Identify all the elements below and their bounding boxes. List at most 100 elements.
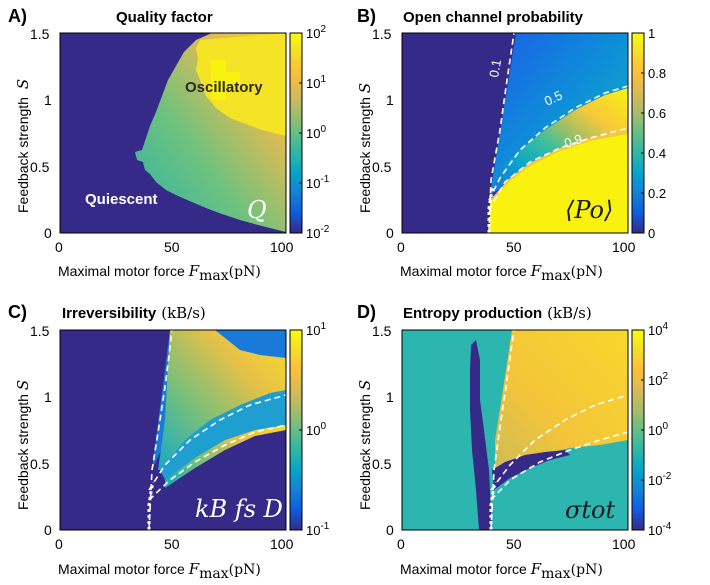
panel-letter-b: B) — [357, 6, 376, 26]
x-tick-label: 100 — [270, 239, 294, 255]
contour-d-3 — [490, 431, 629, 501]
plot-frame-b — [401, 32, 629, 234]
contour-0.5-b — [488, 85, 629, 201]
contour-0.9-b — [488, 127, 629, 211]
x-tick-label: 50 — [506, 536, 522, 552]
panel-d: D) Entropy production (kB/s) σtot 1.5 1 0… — [356, 302, 672, 582]
x-ticks-b: 0 50 100 — [397, 239, 636, 255]
colorbar-tick-label: 0.4 — [648, 146, 666, 161]
y-ticks-b: 1.5 1 0.5 0 — [372, 26, 394, 241]
plot-frame-c — [59, 329, 287, 531]
contour-c-1 — [148, 329, 173, 531]
y-axis-label-b: Feedback strength S — [356, 83, 374, 213]
colorbar-ticks-d: 10-4 10-2 100 102 104 — [641, 321, 672, 538]
y-ticks-a: 1.5 1 0.5 0 — [30, 26, 52, 241]
colorbar-tick-label: 0.6 — [648, 106, 666, 121]
plot-frame-a — [59, 32, 287, 234]
panel-letter-d: D) — [357, 302, 376, 322]
panel-letter-a: A) — [8, 6, 27, 26]
colorbar-ticks-b: 0 0.2 0.4 0.6 0.8 1 — [641, 26, 666, 241]
x-tick-label: 50 — [506, 239, 522, 255]
y-tick-label: 0 — [44, 522, 52, 538]
colorbar-tick-label: 0 — [648, 226, 655, 241]
plot-frame-d — [401, 329, 629, 531]
panel-letter-c: C) — [8, 302, 27, 322]
panel-title-b: Open channel probability — [403, 9, 584, 26]
x-tick-label: 50 — [164, 536, 180, 552]
y-axis-label-a: Feedback strength S — [14, 79, 32, 213]
label-oscillatory: Oscillatory — [185, 79, 263, 96]
contour-label-0.1: 0.1 — [486, 58, 504, 78]
contour-label-0.5: 0.5 — [542, 87, 565, 108]
heatmap-a: Oscillatory Quiescent Q — [60, 33, 286, 233]
heatmap-b: 0.1 0.5 0.9 ⟨Po⟩ — [402, 32, 629, 234]
colorbar-tick-label: 100 — [648, 421, 668, 438]
x-axis-label-a: Maximal motor force Fmax(pN) — [58, 262, 261, 284]
y-tick-label: 1 — [44, 92, 52, 108]
x-axis-label-d: Maximal motor force Fmax(pN) — [400, 560, 603, 582]
colorbar-b — [631, 32, 645, 234]
symbol-a: Q — [247, 196, 267, 224]
y-tick-label: 1.5 — [372, 26, 392, 42]
y-tick-label: 1 — [44, 389, 52, 405]
region-pixel-edge-a — [210, 60, 240, 100]
panel-title-a: Quality factor — [116, 9, 213, 26]
x-axis-label-b: Maximal motor force Fmax(pN) — [400, 262, 603, 284]
region-dark-streak-d — [470, 340, 492, 530]
x-ticks-d: 0 50 100 — [397, 536, 636, 552]
colorbar-tick-label: 1 — [648, 26, 655, 41]
heatmap-c: kB fs D — [60, 329, 287, 531]
contour-c-3 — [148, 424, 287, 501]
boundary-stairs-d — [489, 481, 497, 530]
symbol-c: kB fs D — [195, 495, 283, 523]
x-ticks-a: 0 50 100 — [55, 239, 294, 255]
x-tick-label: 0 — [55, 536, 63, 552]
x-tick-label: 100 — [612, 239, 636, 255]
colorbar-ticks-a: 10-2 10-1 100 101 102 — [299, 24, 330, 241]
region-open-b — [490, 134, 628, 233]
region-dark-tail-d — [492, 450, 570, 490]
x-axis-label-c: Maximal motor force Fmax(pN) — [58, 560, 261, 582]
y-tick-label: 1.5 — [30, 26, 50, 42]
panel-b: B) Open channel probability 0.1 0.5 0.9 … — [356, 6, 666, 284]
y-tick-label: 1.5 — [30, 323, 50, 339]
region-band-c — [158, 330, 286, 470]
y-tick-label: 0.5 — [30, 159, 50, 175]
region-yellow-a — [196, 33, 286, 136]
colorbar-tick-label: 100 — [306, 124, 326, 141]
colorbar-tick-label: 10-1 — [306, 174, 330, 191]
y-tick-label: 0 — [386, 225, 394, 241]
x-ticks-c: 0 50 100 — [55, 536, 294, 552]
colorbar-tick-label: 10-2 — [648, 471, 672, 488]
colorbar-tick-label: 10-1 — [306, 521, 330, 538]
heatmap-d: σtot — [402, 329, 629, 531]
y-tick-label: 1 — [386, 389, 394, 405]
y-tick-label: 0.5 — [372, 159, 392, 175]
boundary-stairs-b — [487, 185, 495, 233]
colorbar-tick-label: 101 — [306, 74, 326, 91]
y-tick-label: 1.5 — [372, 323, 392, 339]
colorbar-tick-label: 10-4 — [648, 521, 672, 538]
y-tick-label: 0 — [44, 225, 52, 241]
colorbar-tick-label: 102 — [648, 371, 668, 388]
x-tick-label: 0 — [55, 239, 63, 255]
colorbar-tick-label: 0.8 — [648, 66, 666, 81]
y-tick-label: 0.5 — [30, 456, 50, 472]
colorbar-tick-label: 101 — [306, 321, 326, 338]
x-tick-label: 100 — [612, 536, 636, 552]
symbol-b: ⟨Po⟩ — [565, 196, 613, 224]
x-tick-label: 50 — [164, 239, 180, 255]
x-tick-label: 0 — [397, 239, 405, 255]
y-tick-label: 1 — [386, 92, 394, 108]
contour-label-0.9: 0.9 — [562, 131, 584, 151]
label-quiescent: Quiescent — [85, 191, 158, 208]
y-axis-label-c: Feedback strength S — [14, 380, 32, 510]
y-ticks-c: 1.5 1 0.5 0 — [30, 323, 52, 538]
contour-d-1 — [490, 329, 515, 531]
symbol-d: σtot — [565, 496, 615, 524]
contour-d-2 — [490, 394, 629, 491]
region-wedge-c — [160, 390, 286, 480]
panel-c: C) Irreversibility (kB/s) kB fs D 1.5 1 0… — [8, 302, 330, 582]
colorbar-tick-label: 0.2 — [648, 186, 666, 201]
